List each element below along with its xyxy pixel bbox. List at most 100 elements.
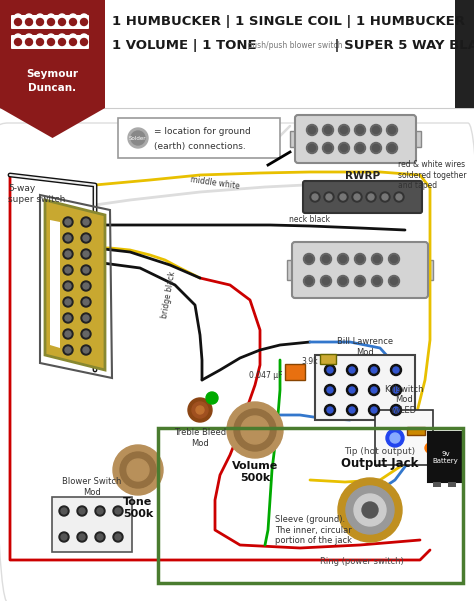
Circle shape	[63, 217, 73, 227]
Circle shape	[131, 131, 145, 145]
Text: 0.047 μF: 0.047 μF	[249, 371, 283, 380]
Circle shape	[192, 402, 208, 418]
Circle shape	[389, 254, 400, 264]
Circle shape	[366, 192, 376, 202]
Circle shape	[356, 278, 364, 284]
Circle shape	[58, 14, 66, 22]
Circle shape	[309, 144, 316, 151]
Circle shape	[95, 532, 105, 542]
Text: Duncan.: Duncan.	[28, 83, 77, 93]
Circle shape	[368, 404, 380, 415]
Circle shape	[59, 506, 69, 516]
Circle shape	[303, 254, 315, 264]
Circle shape	[36, 14, 44, 22]
Circle shape	[340, 126, 347, 133]
Circle shape	[389, 275, 400, 287]
Circle shape	[355, 275, 365, 287]
FancyBboxPatch shape	[285, 364, 305, 380]
Circle shape	[81, 233, 91, 243]
Circle shape	[373, 126, 380, 133]
Circle shape	[83, 299, 89, 305]
Circle shape	[81, 281, 91, 291]
Circle shape	[356, 255, 364, 263]
Text: push/push blower switch: push/push blower switch	[245, 40, 343, 49]
Circle shape	[81, 38, 88, 46]
Circle shape	[36, 38, 44, 46]
Polygon shape	[45, 200, 105, 370]
Circle shape	[65, 283, 71, 289]
Circle shape	[355, 142, 365, 153]
Circle shape	[391, 404, 401, 415]
Text: Ring (power switch): Ring (power switch)	[320, 558, 404, 567]
Circle shape	[83, 347, 89, 353]
Circle shape	[63, 329, 73, 339]
Circle shape	[206, 392, 218, 404]
Bar	[433, 482, 441, 487]
Text: Bill Lawrence
Mod: Bill Lawrence Mod	[337, 337, 393, 357]
Circle shape	[65, 299, 71, 305]
Circle shape	[325, 404, 336, 415]
Bar	[158, 428, 463, 583]
Circle shape	[393, 407, 399, 413]
Circle shape	[81, 249, 91, 259]
Circle shape	[340, 144, 347, 151]
Circle shape	[95, 506, 105, 516]
Circle shape	[47, 19, 55, 25]
Circle shape	[120, 452, 156, 488]
Circle shape	[372, 275, 383, 287]
Text: Killswitch
Mod
w/LED: Killswitch Mod w/LED	[384, 385, 424, 415]
Bar	[448, 482, 456, 487]
FancyBboxPatch shape	[118, 118, 280, 158]
Circle shape	[339, 278, 346, 284]
Circle shape	[83, 283, 89, 289]
Text: red & white wires
soldered together
and taped: red & white wires soldered together and …	[398, 160, 466, 190]
Text: 1 VOLUME | 1 TONE: 1 VOLUME | 1 TONE	[112, 38, 256, 52]
Circle shape	[391, 278, 398, 284]
Circle shape	[14, 14, 22, 22]
Circle shape	[65, 251, 71, 257]
Circle shape	[346, 486, 394, 534]
Circle shape	[310, 192, 320, 202]
Circle shape	[47, 14, 55, 22]
Circle shape	[77, 532, 87, 542]
FancyBboxPatch shape	[303, 181, 422, 213]
Text: | SUPER 5 WAY BLADE: | SUPER 5 WAY BLADE	[330, 38, 474, 52]
Circle shape	[355, 124, 365, 135]
Circle shape	[346, 404, 357, 415]
Circle shape	[391, 385, 401, 395]
Text: bridge black: bridge black	[160, 271, 177, 319]
Text: middle white: middle white	[190, 175, 240, 191]
Circle shape	[63, 233, 73, 243]
Circle shape	[14, 34, 22, 42]
Text: Sleeve (ground).
The inner, circular
portion of the jack: Sleeve (ground). The inner, circular por…	[275, 515, 352, 545]
Circle shape	[391, 255, 398, 263]
Circle shape	[327, 387, 333, 393]
Circle shape	[327, 367, 333, 373]
Circle shape	[47, 34, 55, 42]
Circle shape	[386, 429, 404, 447]
Circle shape	[77, 506, 87, 516]
Text: Solder: Solder	[128, 136, 146, 141]
Circle shape	[58, 19, 65, 25]
Circle shape	[63, 313, 73, 323]
Circle shape	[349, 407, 355, 413]
Circle shape	[63, 249, 73, 259]
Circle shape	[128, 128, 148, 148]
Circle shape	[241, 416, 269, 444]
Circle shape	[70, 19, 76, 25]
Circle shape	[83, 219, 89, 225]
Circle shape	[352, 192, 362, 202]
Circle shape	[26, 19, 33, 25]
Circle shape	[372, 254, 383, 264]
Circle shape	[15, 19, 21, 25]
Circle shape	[26, 38, 33, 46]
Text: (earth) connections.: (earth) connections.	[154, 141, 246, 150]
Circle shape	[346, 385, 357, 395]
Circle shape	[368, 385, 380, 395]
Circle shape	[320, 275, 331, 287]
Circle shape	[81, 345, 91, 355]
Circle shape	[97, 508, 103, 514]
Circle shape	[337, 254, 348, 264]
Bar	[455, 0, 474, 108]
Circle shape	[306, 255, 312, 263]
